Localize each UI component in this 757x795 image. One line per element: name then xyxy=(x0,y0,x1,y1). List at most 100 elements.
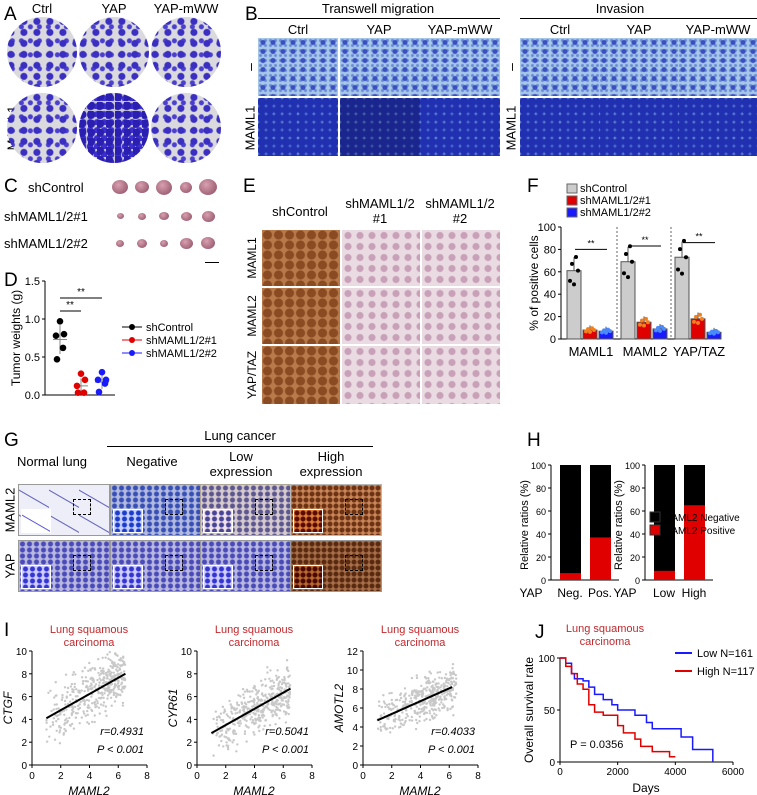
d-point xyxy=(53,355,61,363)
i-point xyxy=(95,698,98,701)
i-point xyxy=(415,674,418,677)
i-point xyxy=(436,695,439,699)
i-point xyxy=(287,675,290,679)
e-col-sh2-num: #2 xyxy=(452,211,468,226)
f-point xyxy=(574,255,578,260)
i-point xyxy=(399,722,403,725)
i-point xyxy=(52,708,55,711)
i-point xyxy=(380,705,384,709)
i-point xyxy=(94,683,98,686)
i-point xyxy=(243,690,247,693)
i-point xyxy=(63,713,66,716)
i-point xyxy=(421,702,425,705)
b-group-migration: Transwell migration xyxy=(321,1,435,16)
f-point xyxy=(622,271,626,276)
i-point xyxy=(61,696,64,699)
i-point xyxy=(106,653,109,656)
j-legend-label: High N=117 xyxy=(697,666,755,678)
i-point xyxy=(116,670,119,673)
i-point xyxy=(447,681,450,685)
invasion-image xyxy=(520,38,600,96)
i-point xyxy=(401,700,405,703)
i-point xyxy=(98,674,101,677)
i-point xyxy=(266,703,269,706)
i-point xyxy=(72,671,76,674)
h-bar-positive xyxy=(560,573,581,580)
i-point xyxy=(263,724,266,728)
i-point xyxy=(425,689,428,692)
i-point xyxy=(382,694,385,697)
i-point xyxy=(284,710,287,714)
i-point xyxy=(287,698,290,702)
i-y-tick-label: 10 xyxy=(181,647,193,658)
h-legend-label: MAML2 Negative xyxy=(663,513,740,524)
i-point xyxy=(439,686,442,689)
f-y-tick-label: 80 xyxy=(544,244,556,256)
i-point xyxy=(285,695,288,699)
i-point xyxy=(248,713,251,716)
i-point xyxy=(87,704,90,707)
i-point xyxy=(68,716,71,720)
i-point xyxy=(212,754,215,757)
i-point xyxy=(403,695,406,698)
i-point xyxy=(118,658,121,662)
i-point xyxy=(238,711,241,714)
panel-label-b: B xyxy=(245,4,258,25)
chart-f: 0 20 40 60 80 100% of positive cells shControl… xyxy=(527,183,725,359)
i-point xyxy=(260,709,263,713)
i-point xyxy=(108,650,111,654)
i-point xyxy=(376,727,380,730)
i-point xyxy=(99,666,102,670)
i-point xyxy=(278,717,281,720)
i-point xyxy=(274,722,277,726)
i-point xyxy=(57,717,60,721)
i-point xyxy=(80,689,83,692)
i-point xyxy=(257,699,261,702)
i-point xyxy=(446,707,449,710)
i-point xyxy=(432,686,436,690)
i-point xyxy=(420,707,423,711)
i-point xyxy=(258,729,261,733)
j-x-tick-label: 4000 xyxy=(664,767,687,778)
f-point xyxy=(608,329,612,334)
i-point xyxy=(227,738,230,741)
i-point xyxy=(259,679,263,683)
i-point xyxy=(87,669,90,673)
i-x-tick-label: 0 xyxy=(29,771,35,782)
i-point xyxy=(445,679,448,683)
i-point xyxy=(225,730,228,733)
i-point xyxy=(405,709,408,712)
i-point xyxy=(90,720,94,724)
j-title: Lung squamous xyxy=(566,623,645,635)
i-point xyxy=(268,677,271,681)
ihc-image xyxy=(342,346,420,404)
i-point xyxy=(91,667,94,670)
i-point xyxy=(414,727,418,731)
c-row-shcontrol: shControl xyxy=(28,180,84,195)
i-point xyxy=(120,683,123,686)
i-point xyxy=(422,687,426,691)
d-legend-marker xyxy=(129,337,135,343)
ihc-image xyxy=(110,540,202,592)
b-col-ctrl: Ctrl xyxy=(549,22,571,37)
i-point xyxy=(238,724,241,728)
i-point xyxy=(270,710,273,714)
i-point xyxy=(88,661,91,665)
i-point xyxy=(436,671,439,674)
f-sig-label: ** xyxy=(695,232,703,242)
i-point xyxy=(242,693,245,696)
i-point xyxy=(384,705,387,709)
g-col-normal: Normal lung xyxy=(16,454,88,469)
colony-plate xyxy=(7,17,77,87)
i-point xyxy=(92,680,95,684)
i-y-tick-label: 0 xyxy=(352,761,358,772)
h-category-label: Neg. xyxy=(557,586,582,600)
i-point xyxy=(225,741,228,744)
h-y-tick-label: 20 xyxy=(630,553,640,563)
i-point xyxy=(424,695,427,698)
i-p-value: P < 0.001 xyxy=(97,744,144,756)
f-point xyxy=(692,319,696,324)
f-legend-label: shControl xyxy=(580,183,627,195)
tumor xyxy=(201,210,215,222)
panel-label-g: G xyxy=(4,430,19,451)
